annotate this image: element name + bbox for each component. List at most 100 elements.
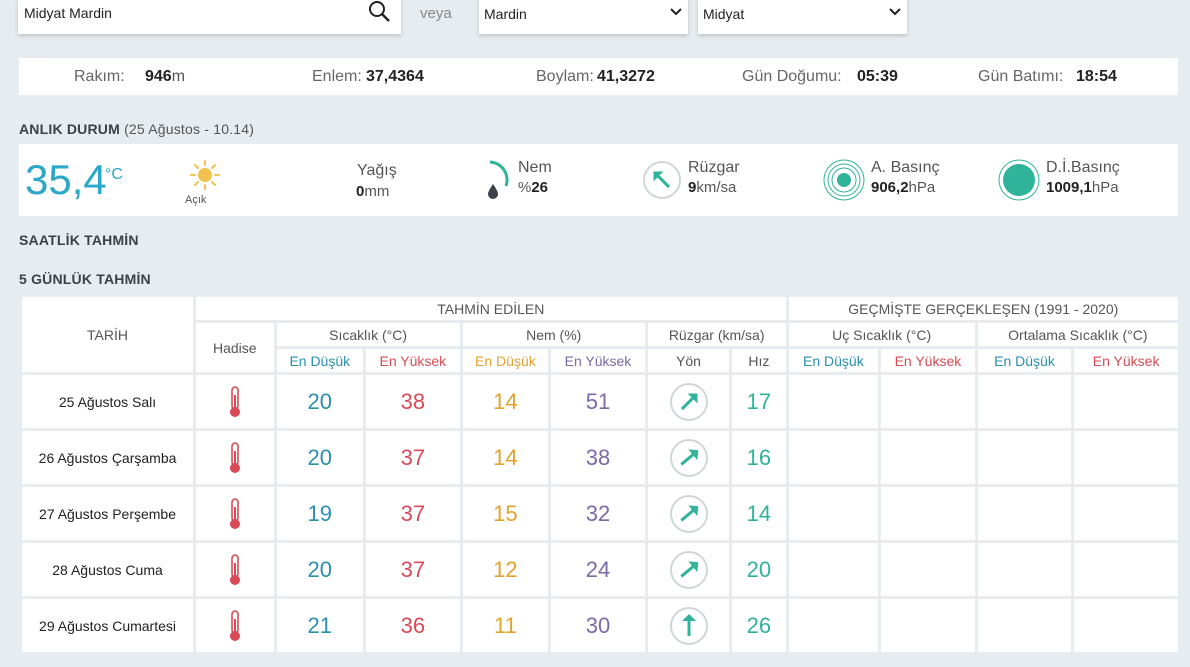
temp-high-header: En Yüksek	[366, 349, 460, 372]
thermometer-icon	[196, 375, 274, 428]
extreme-low-cell	[788, 431, 879, 484]
wind-direction-icon	[643, 161, 681, 199]
average-low-cell	[977, 543, 1072, 596]
col-average-temperature: Ortalama Sıcaklık (°C)	[977, 323, 1178, 346]
humidity-low: 12	[462, 543, 549, 596]
col-event: Hadise	[196, 323, 274, 372]
col-extreme-temperature: Uç Sıcaklık (°C)	[788, 323, 975, 346]
sea-level-pressure-icon	[998, 159, 1040, 201]
extreme-low-cell	[788, 599, 879, 652]
altitude-label: Rakım:	[74, 68, 125, 85]
group-forecast: TAHMİN EDİLEN	[196, 297, 786, 320]
humidity-low: 14	[462, 431, 549, 484]
district-select[interactable]: Midyat	[698, 0, 907, 34]
longitude-label: Boylam:	[536, 68, 594, 85]
hourly-forecast-title[interactable]: SAATLİK TAHMİN	[19, 232, 139, 248]
row-date: 26 Ağustos Çarşamba	[22, 431, 194, 484]
rain-value: 0mm	[356, 183, 390, 200]
current-conditions-title: ANLIK DURUM (25 Ağustos - 10.14)	[19, 121, 255, 137]
col-date: TARİH	[22, 297, 194, 372]
row-date: 29 Ağustos Cumartesi	[22, 599, 194, 652]
col-temperature: Sıcaklık (°C)	[276, 323, 460, 346]
province-select-value: Mardin	[484, 6, 527, 22]
pressure-label: A. Basınç	[871, 159, 940, 176]
average-low-cell	[977, 487, 1072, 540]
wind-speed: 14	[732, 487, 786, 540]
chevron-down-icon	[670, 8, 682, 16]
row-date: 28 Ağustos Cuma	[22, 543, 194, 596]
search-box	[18, 0, 401, 34]
sea-pressure-label: D.İ.Basınç	[1046, 159, 1120, 176]
wind-speed: 16	[732, 431, 786, 484]
temp-low: 19	[276, 487, 364, 540]
search-icon[interactable]	[367, 0, 391, 23]
search-input[interactable]	[24, 2, 354, 24]
thermometer-icon	[196, 599, 274, 652]
sunset-label: Gün Batımı:	[978, 68, 1064, 85]
humidity-low-header: En Düşük	[462, 349, 549, 372]
thermometer-icon	[196, 487, 274, 540]
wind-direction-arrow-icon	[647, 599, 730, 652]
wind-direction-arrow-icon	[647, 543, 730, 596]
humidity-label: Nem	[518, 159, 552, 176]
extreme-high-cell	[881, 375, 975, 428]
latitude-label: Enlem:	[312, 68, 362, 85]
wind-speed: 26	[732, 599, 786, 652]
temp-low: 20	[276, 375, 364, 428]
average-high-cell	[1074, 487, 1178, 540]
row-date: 25 Ağustos Salı	[22, 375, 194, 428]
wind-speed: 17	[732, 375, 786, 428]
pressure-value: 906,2hPa	[871, 179, 936, 196]
wind-speed: 20	[732, 543, 786, 596]
location-info-bar: Rakım: 946m Enlem: 37,4364 Boylam: 41,32…	[19, 58, 1178, 95]
or-label: veya	[420, 5, 452, 22]
average-high-cell	[1074, 431, 1178, 484]
table-row: 26 Ağustos Çarşamba 20 37 14 38 16	[22, 431, 1178, 484]
temp-high: 37	[366, 487, 460, 540]
average-high-cell	[1074, 375, 1178, 428]
row-date: 27 Ağustos Perşembe	[22, 487, 194, 540]
condition-label: Açık	[185, 194, 207, 206]
five-day-forecast-title: 5 GÜNLÜK TAHMİN	[19, 271, 151, 287]
humidity-high: 32	[551, 487, 645, 540]
province-select[interactable]: Mardin	[479, 0, 688, 34]
average-high-cell	[1074, 599, 1178, 652]
thermometer-icon	[196, 543, 274, 596]
wind-direction-header: Yön	[647, 349, 730, 372]
extreme-high-cell	[881, 487, 975, 540]
wind-direction-arrow-icon	[647, 431, 730, 484]
col-humidity: Nem (%)	[462, 323, 645, 346]
extreme-low-header: En Düşük	[788, 349, 879, 372]
sunrise-label: Gün Doğumu:	[742, 68, 842, 85]
extreme-low-cell	[788, 543, 879, 596]
table-row: 29 Ağustos Cumartesi 21 36 11 30 26	[22, 599, 1178, 652]
humidity-high: 38	[551, 431, 645, 484]
thermometer-icon	[196, 431, 274, 484]
wind-value: 9km/sa	[688, 179, 737, 196]
temp-high: 36	[366, 599, 460, 652]
temp-high: 38	[366, 375, 460, 428]
extreme-high-cell	[881, 543, 975, 596]
humidity-value: %26	[518, 179, 549, 196]
sunset-value: 18:54	[1076, 68, 1117, 85]
temp-low-header: En Düşük	[276, 349, 364, 372]
col-wind: Rüzgar (km/sa)	[647, 323, 786, 346]
sun-icon	[190, 160, 220, 190]
average-high-cell	[1074, 543, 1178, 596]
humidity-high: 24	[551, 543, 645, 596]
temp-high: 37	[366, 431, 460, 484]
temperature-unit: °C	[105, 166, 123, 183]
extreme-high-cell	[881, 431, 975, 484]
average-low-cell	[977, 375, 1072, 428]
humidity-high: 51	[551, 375, 645, 428]
pressure-icon	[823, 159, 865, 201]
average-low-cell	[977, 431, 1072, 484]
sunrise-value: 05:39	[857, 68, 898, 85]
wind-speed-header: Hız	[732, 349, 786, 372]
temp-high: 37	[366, 543, 460, 596]
altitude-value: 946m	[145, 68, 186, 85]
extreme-low-cell	[788, 375, 879, 428]
wind-direction-arrow-icon	[647, 375, 730, 428]
table-row: 28 Ağustos Cuma 20 37 12 24 20	[22, 543, 1178, 596]
extreme-high-cell	[881, 599, 975, 652]
